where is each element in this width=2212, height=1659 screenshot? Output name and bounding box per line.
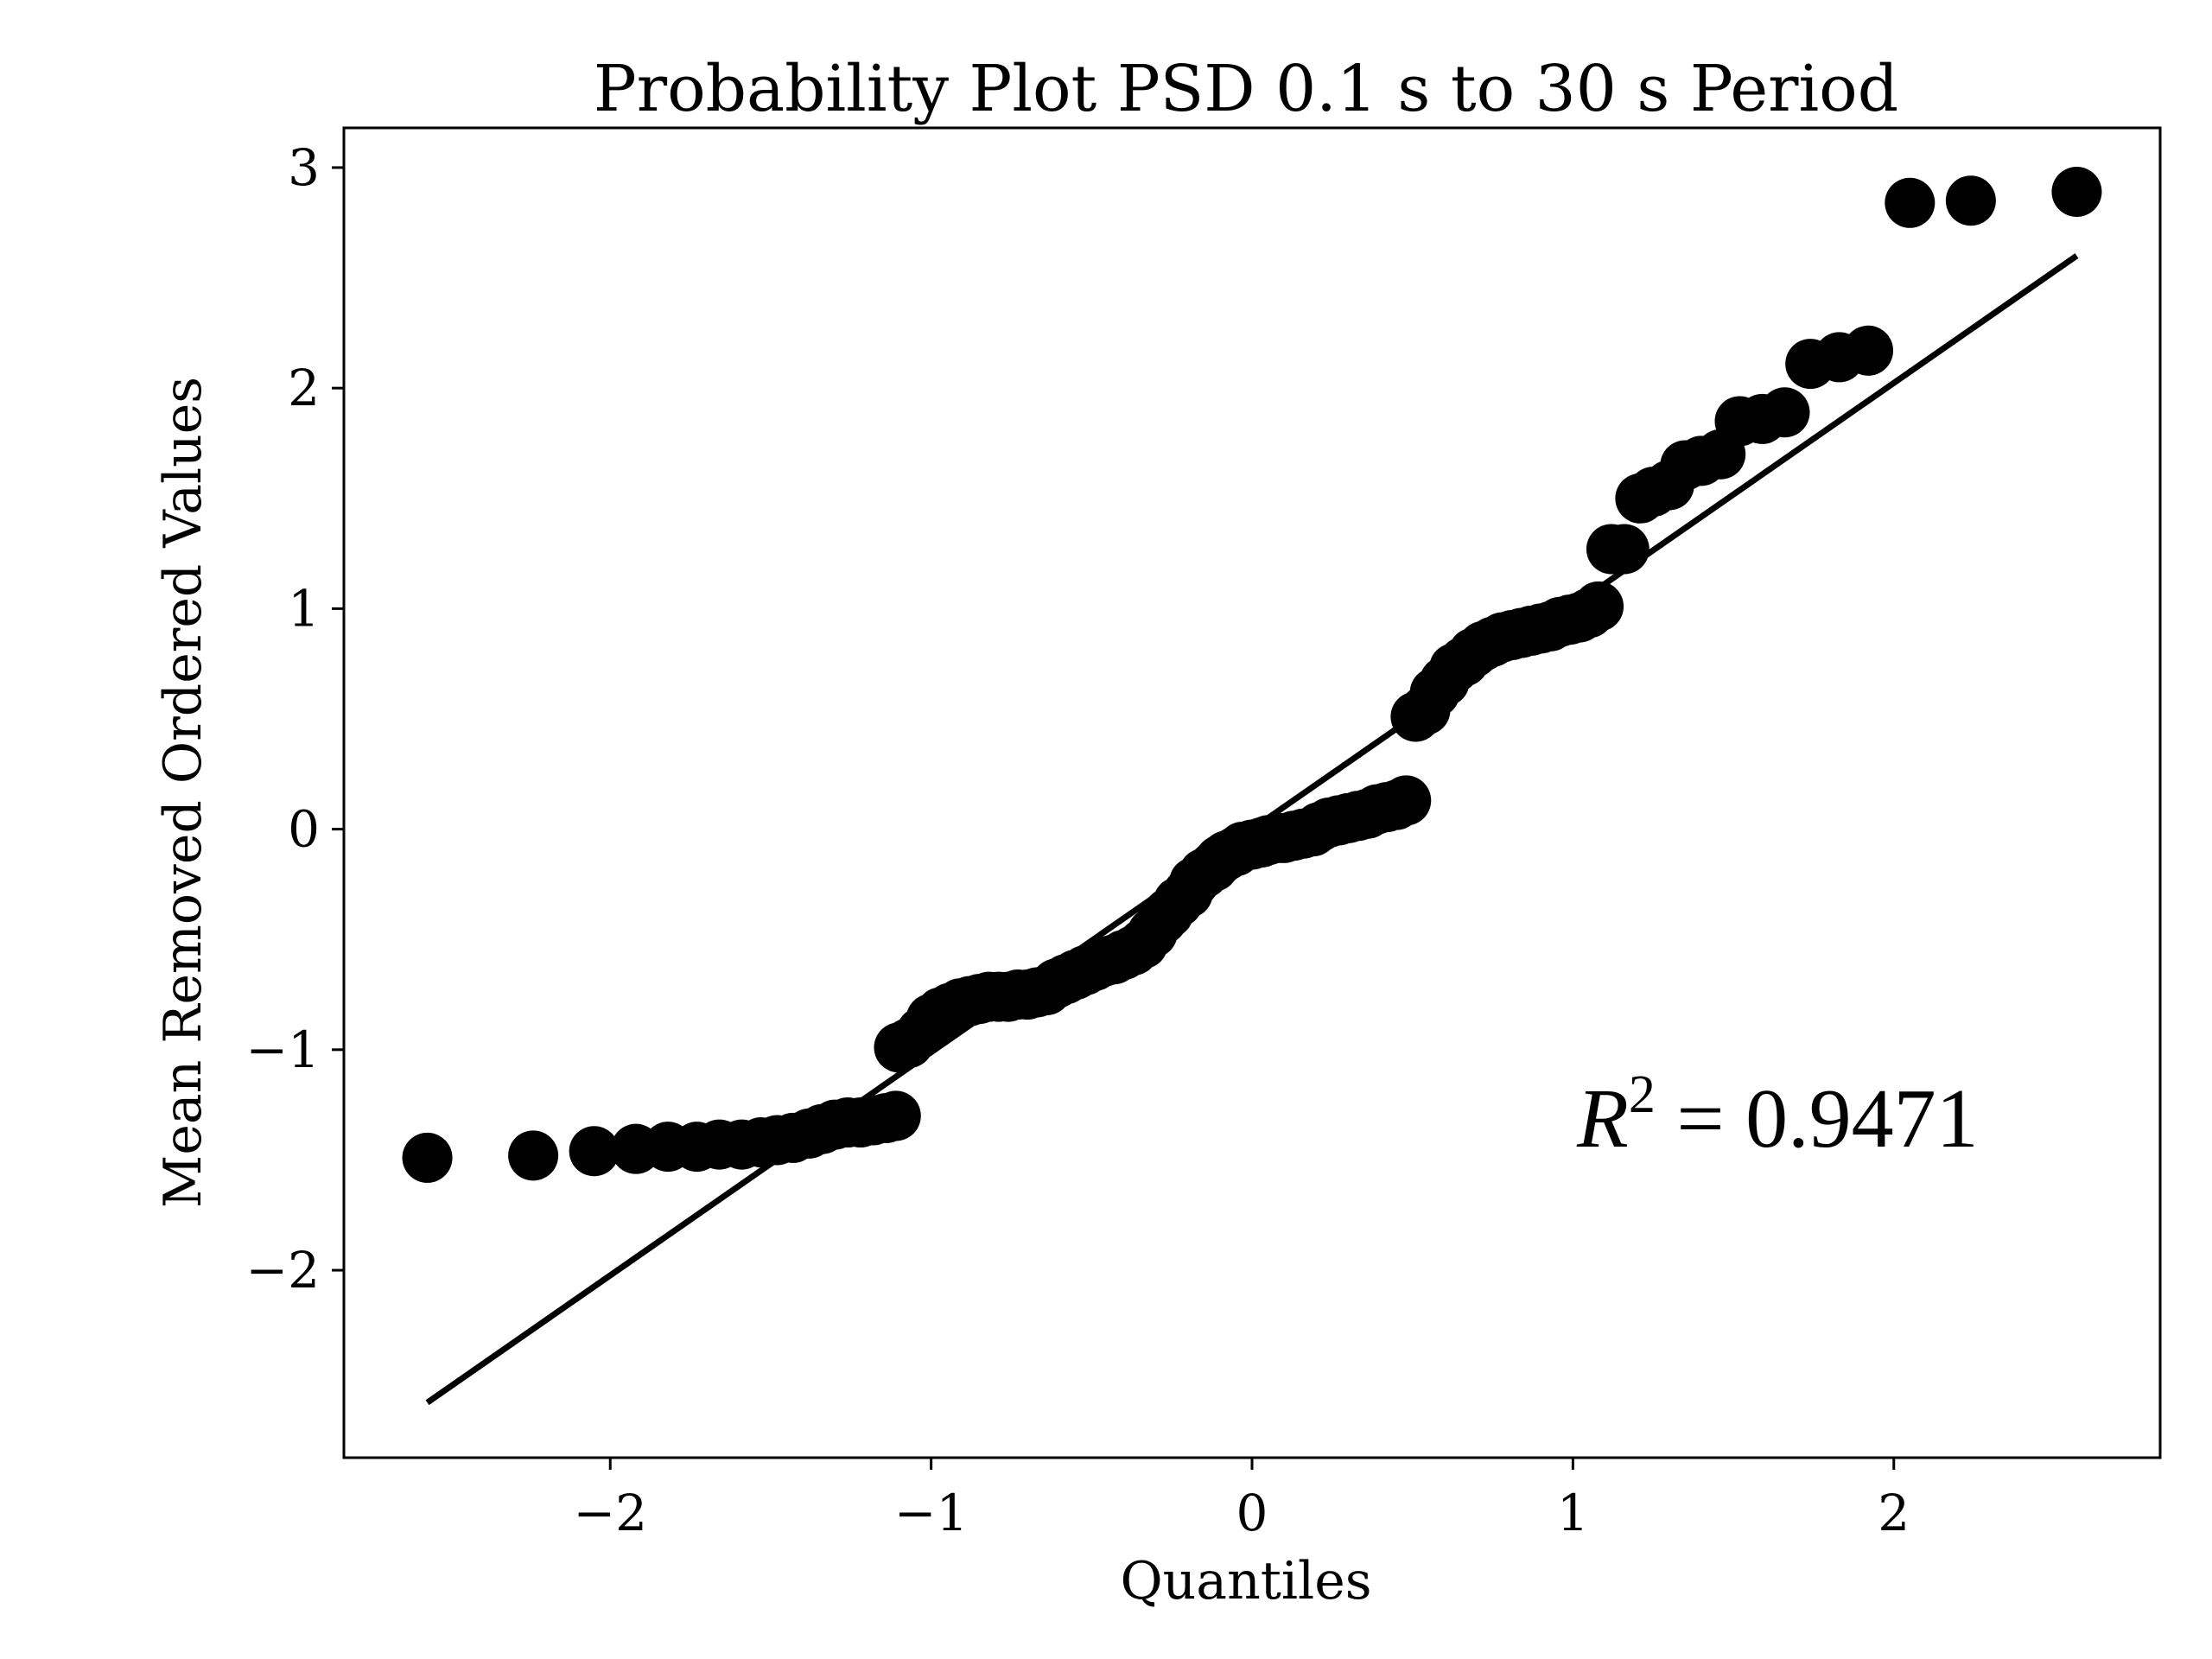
- y-tick-label: 0: [288, 800, 320, 859]
- plot-frame: [342, 126, 2162, 1459]
- r-symbol: R: [1576, 1072, 1629, 1166]
- x-tick-label: −1: [894, 1484, 969, 1542]
- r-squared-value: = 0.9471: [1656, 1072, 1979, 1166]
- x-axis-label: Quantiles: [1120, 1551, 1371, 1611]
- data-point: [1381, 775, 1432, 826]
- data-point: [1759, 387, 1810, 438]
- chart-title: Probability Plot PSD 0.1 s to 30 s Perio…: [594, 52, 1898, 126]
- axes: −2 −1 0 1 2 −2 −1 0 1 2 3: [246, 126, 2162, 1542]
- x-tick-label: 2: [1878, 1484, 1910, 1542]
- data-point: [2051, 167, 2102, 218]
- data-point: [1843, 325, 1894, 376]
- data-point: [1885, 177, 1936, 228]
- data-point: [1945, 175, 1996, 226]
- data-point: [870, 1090, 921, 1141]
- data-points: [402, 167, 2102, 1183]
- data-point: [1573, 581, 1624, 632]
- y-tick-label: 3: [288, 138, 320, 197]
- y-tick-label: 1: [288, 579, 320, 638]
- data-point: [402, 1132, 453, 1183]
- y-tick-label: 2: [288, 359, 320, 417]
- data-point: [1599, 524, 1649, 575]
- y-tick-label: −2: [246, 1241, 321, 1300]
- x-tick-label: 1: [1557, 1484, 1589, 1542]
- data-point: [569, 1126, 620, 1177]
- x-tick-label: 0: [1236, 1484, 1268, 1542]
- r-exponent: 2: [1629, 1065, 1656, 1124]
- x-tick-label: −2: [573, 1484, 647, 1542]
- r-squared-annotation: R2 = 0.9471: [1576, 1065, 1979, 1166]
- y-tick-label: −1: [246, 1020, 321, 1079]
- data-point: [508, 1130, 559, 1181]
- y-axis-label: Mean Removed Ordered Values: [153, 377, 213, 1208]
